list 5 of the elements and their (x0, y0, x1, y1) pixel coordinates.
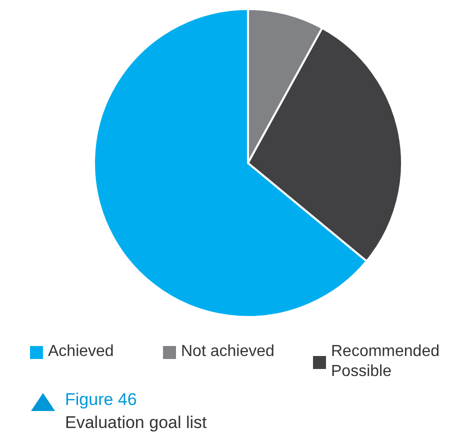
text: Evaluation goal list (65, 413, 207, 433)
legend-label: Achieved (48, 342, 114, 362)
legend-label: Recommended Possible (331, 342, 440, 382)
legend-label: Not achieved (181, 342, 274, 362)
text: Figure 46 (65, 390, 137, 410)
